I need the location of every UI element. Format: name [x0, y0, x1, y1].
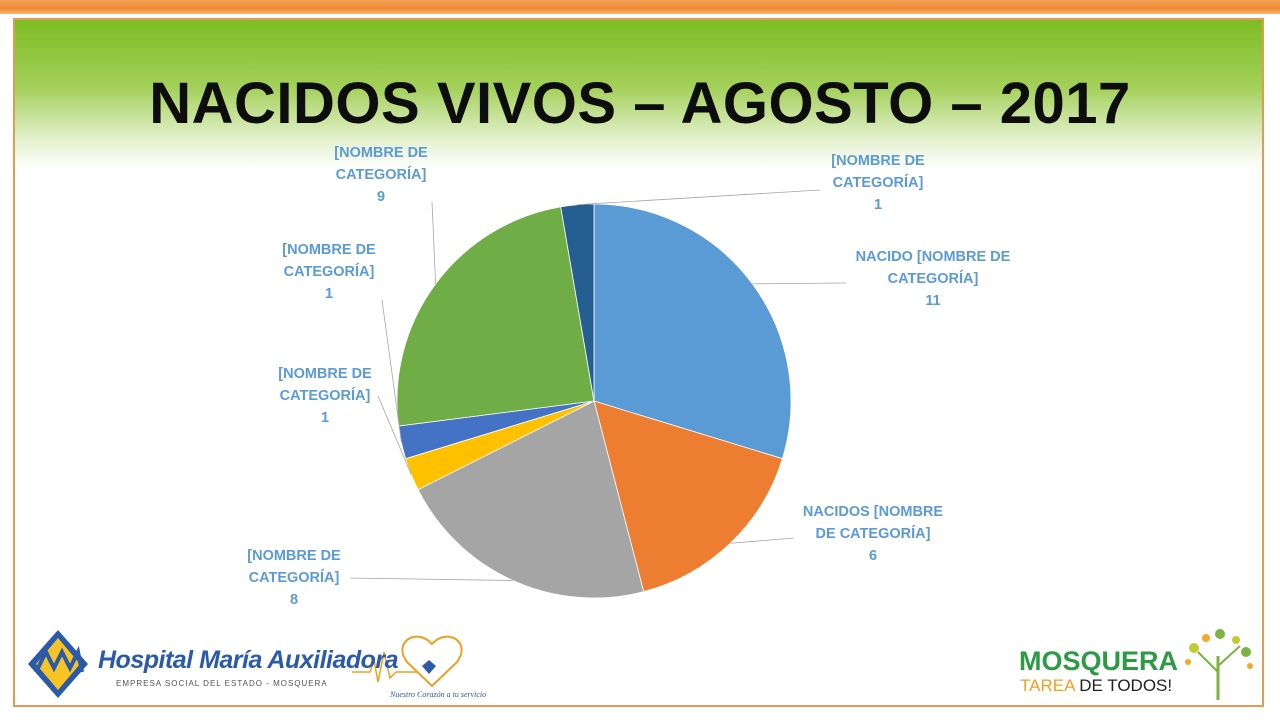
- hospital-subtitle: EMPRESA SOCIAL DEL ESTADO - MOSQUERA: [116, 679, 328, 688]
- header-gradient: [15, 20, 1262, 170]
- data-label-value: 1: [321, 410, 329, 426]
- data-label-text: CATEGORÍA]: [833, 174, 924, 191]
- data-label: [NOMBRE DE CATEGORÍA] 9: [334, 145, 428, 205]
- leader-line: [431, 201, 437, 284]
- data-label-text: CATEGORÍA]: [888, 270, 979, 287]
- data-label-text: [NOMBRE DE: [831, 153, 925, 169]
- leader-line: [752, 282, 847, 285]
- leader-lines: [349, 189, 847, 581]
- data-label-text: NACIDO [NOMBRE DE: [856, 249, 1011, 265]
- data-label-text: NACIDOS [NOMBRE: [803, 504, 943, 520]
- data-label: [NOMBRE DE CATEGORÍA] 1: [278, 366, 372, 426]
- data-label-text: [NOMBRE DE: [282, 242, 376, 258]
- hospital-slogan: Nuestro Corazón a tu servicio: [390, 690, 487, 699]
- leader-line: [730, 537, 795, 544]
- data-label: [NOMBRE DE CATEGORÍA] 1: [282, 242, 376, 302]
- slide-title: NACIDOS VIVOS – AGOSTO – 2017: [149, 71, 1131, 136]
- data-label: NACIDO [NOMBRE DE CATEGORÍA] 11: [856, 249, 1011, 309]
- data-label-value: 1: [325, 286, 333, 302]
- data-label: [NOMBRE DE CATEGORÍA] 1: [831, 153, 925, 213]
- hospital-name: Hospital María Auxiliadora: [98, 646, 399, 674]
- hospital-logo: [22, 622, 492, 706]
- hospital-emblem-icon: [28, 630, 463, 698]
- data-label-value: 11: [925, 293, 940, 309]
- pie-slices: [396, 203, 792, 599]
- pie-slice: [396, 206, 595, 427]
- leader-line: [577, 189, 821, 206]
- data-label-text: CATEGORÍA]: [336, 166, 427, 183]
- leader-line: [377, 395, 412, 475]
- data-label-text: CATEGORÍA]: [284, 263, 375, 280]
- data-label-value: 8: [290, 592, 298, 608]
- top-accent-band: [0, 0, 1280, 14]
- data-label-text: [NOMBRE DE: [278, 366, 372, 382]
- data-label-text: [NOMBRE DE: [247, 548, 341, 564]
- data-label: [NOMBRE DE CATEGORÍA] 8: [247, 548, 341, 608]
- pie-slice: [417, 400, 645, 599]
- municipality-slogan: TAREA DE TODOS!: [1020, 676, 1172, 696]
- slogan-highlight: TAREA: [1020, 676, 1075, 695]
- data-label-text: CATEGORÍA]: [249, 569, 340, 586]
- municipality-name: MOSQUERA: [1019, 646, 1179, 676]
- data-label-value: 1: [874, 197, 882, 213]
- data-label-text: DE CATEGORÍA]: [816, 525, 931, 542]
- data-label-value: 6: [869, 548, 877, 564]
- slogan-rest: DE TODOS!: [1074, 676, 1173, 695]
- leader-line: [381, 299, 402, 443]
- tree-logo-icon: [1185, 629, 1253, 700]
- leader-line: [349, 577, 513, 581]
- data-label-value: 9: [377, 189, 385, 205]
- data-label: NACIDOS [NOMBRE DE CATEGORÍA] 6: [803, 504, 943, 564]
- data-label-text: CATEGORÍA]: [280, 387, 371, 404]
- data-label-text: [NOMBRE DE: [334, 145, 428, 161]
